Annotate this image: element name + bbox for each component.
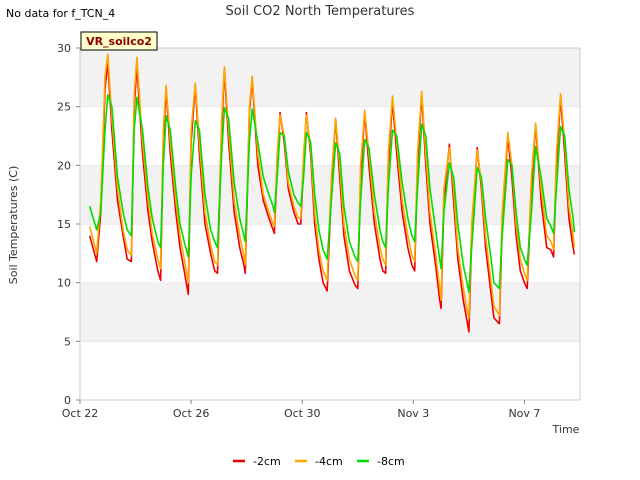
badge-label: VR_soilco2 <box>86 35 152 48</box>
series-lines <box>88 53 576 333</box>
x-axis-label: Time <box>552 423 580 436</box>
y-tick-label: 20 <box>57 159 71 172</box>
y-tick-label: 10 <box>57 277 71 290</box>
no-data-note: No data for f_TCN_4 <box>6 7 116 20</box>
x-axis: Oct 22 Oct 26 Oct 30 Nov 3 Nov 7 <box>62 400 540 420</box>
y-axis: 0 5 10 15 20 25 30 <box>57 42 80 407</box>
x-tick-label: Nov 7 <box>508 407 540 420</box>
series-line-8cm <box>88 94 576 293</box>
y-axis-label: Soil Temperatures (C) <box>7 166 20 285</box>
grid-band <box>80 106 580 166</box>
x-tick-label: Nov 3 <box>397 407 429 420</box>
legend-label: -8cm <box>377 455 405 468</box>
y-tick-label: 25 <box>57 101 71 114</box>
grid-band <box>80 48 580 107</box>
chart-title: Soil CO2 North Temperatures <box>226 4 415 19</box>
y-tick-label: 30 <box>57 42 71 55</box>
x-tick-label: Oct 26 <box>173 407 210 420</box>
y-tick-label: 0 <box>64 394 71 407</box>
badge-box <box>80 31 158 51</box>
y-tick-label: 15 <box>57 218 71 231</box>
x-tick-label: Oct 30 <box>284 407 321 420</box>
legend-label: -4cm <box>315 455 343 468</box>
legend: -2cm -4cm -8cm <box>233 455 405 468</box>
x-tick-label: Oct 22 <box>62 407 99 420</box>
legend-label: -2cm <box>253 455 281 468</box>
y-tick-label: 5 <box>64 335 71 348</box>
series-line-4cm <box>88 53 576 319</box>
grid-band <box>80 341 580 400</box>
series-badge: VR_soilco2 <box>80 31 158 51</box>
grid-band <box>80 282 580 342</box>
